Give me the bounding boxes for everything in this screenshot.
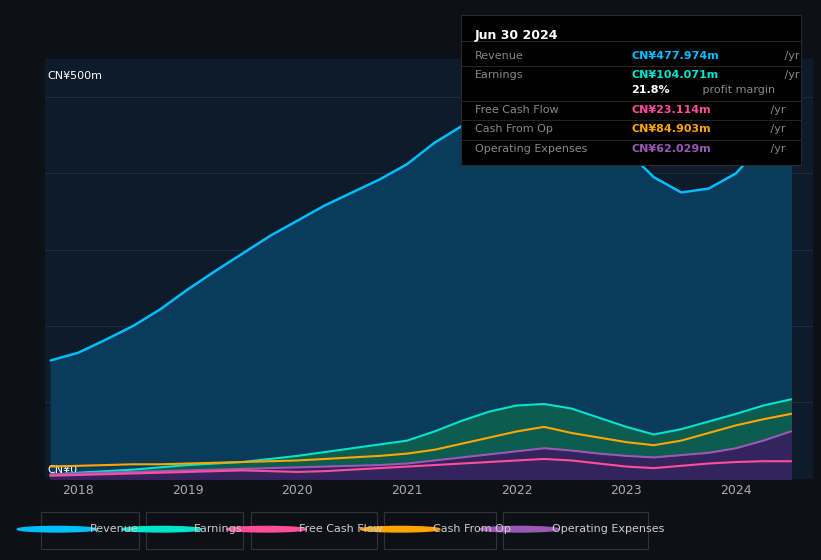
Text: CN¥23.114m /yr: CN¥23.114m /yr <box>635 105 726 115</box>
Text: CN¥62.029m: CN¥62.029m <box>631 144 711 153</box>
FancyBboxPatch shape <box>41 512 139 549</box>
Text: Revenue: Revenue <box>89 524 138 534</box>
Text: CN¥500m: CN¥500m <box>48 72 103 81</box>
Circle shape <box>17 526 97 532</box>
Text: 21.8%: 21.8% <box>631 85 670 95</box>
Text: Earnings: Earnings <box>195 524 243 534</box>
Bar <box>599 59 649 479</box>
Text: /yr: /yr <box>768 105 786 115</box>
Text: CN¥477.974m /yr: CN¥477.974m /yr <box>635 50 734 60</box>
Text: /yr: /yr <box>781 70 800 80</box>
Text: /yr: /yr <box>781 50 800 60</box>
Text: profit margin: profit margin <box>699 85 776 95</box>
Text: Jun 30 2024: Jun 30 2024 <box>475 29 558 41</box>
Text: CN¥0: CN¥0 <box>48 465 77 475</box>
Text: Earnings: Earnings <box>475 70 524 80</box>
Text: CN¥104.071m: CN¥104.071m <box>631 70 718 80</box>
Circle shape <box>227 526 306 532</box>
Circle shape <box>360 526 440 532</box>
Text: CN¥23.114m: CN¥23.114m <box>631 105 711 115</box>
Text: 21.8% profit margin: 21.8% profit margin <box>635 85 746 95</box>
Circle shape <box>122 526 201 532</box>
Text: Operating Expenses: Operating Expenses <box>475 144 587 153</box>
Text: CN¥62.029m /yr: CN¥62.029m /yr <box>635 144 727 153</box>
Text: CN¥84.903m /yr: CN¥84.903m /yr <box>635 124 727 134</box>
FancyBboxPatch shape <box>146 512 243 549</box>
Text: CN¥477.974m: CN¥477.974m <box>631 50 719 60</box>
FancyBboxPatch shape <box>250 512 377 549</box>
Text: /yr: /yr <box>768 144 786 153</box>
Text: Operating Expenses: Operating Expenses <box>552 524 664 534</box>
Text: /yr: /yr <box>768 124 786 134</box>
Text: Free Cash Flow: Free Cash Flow <box>475 105 558 115</box>
Circle shape <box>479 526 559 532</box>
Text: Cash From Op: Cash From Op <box>475 124 553 134</box>
Text: CN¥104.071m /yr: CN¥104.071m /yr <box>635 70 733 80</box>
Text: Revenue: Revenue <box>475 50 524 60</box>
FancyBboxPatch shape <box>503 512 648 549</box>
FancyBboxPatch shape <box>384 512 496 549</box>
Text: Free Cash Flow: Free Cash Flow <box>299 524 383 534</box>
Text: CN¥84.903m: CN¥84.903m <box>631 124 711 134</box>
Text: Cash From Op: Cash From Op <box>433 524 511 534</box>
